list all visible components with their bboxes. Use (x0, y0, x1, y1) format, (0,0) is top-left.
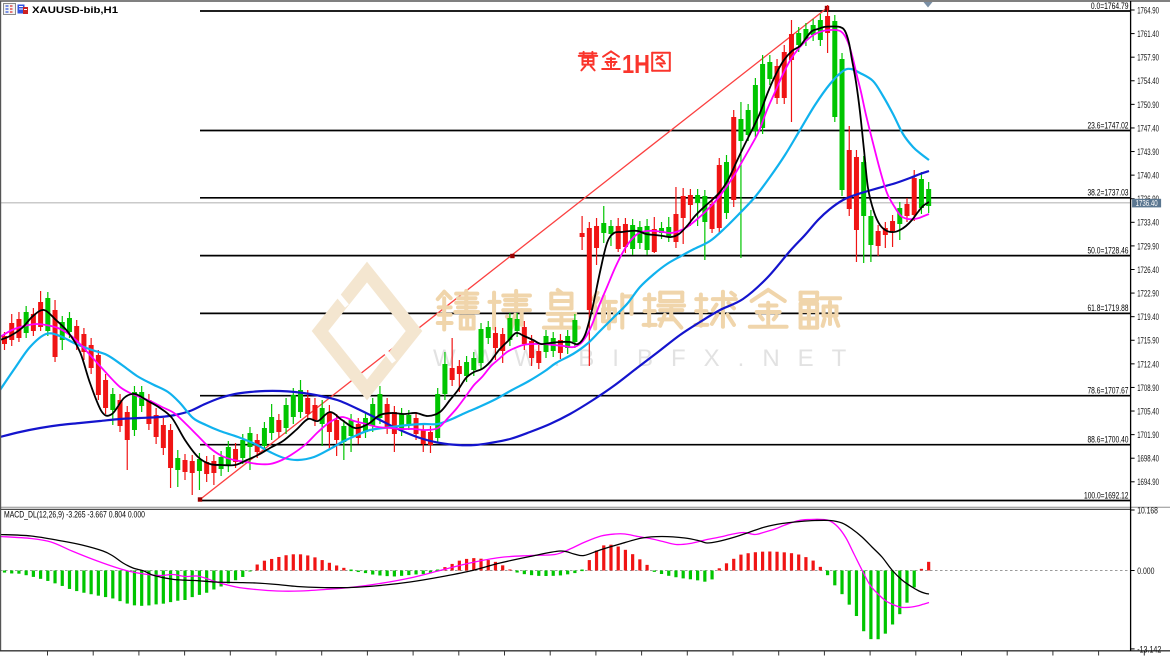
svg-text:1722.90: 1722.90 (1137, 288, 1159, 298)
svg-text:61.8=1719.88: 61.8=1719.88 (1087, 303, 1128, 313)
svg-text:10.168: 10.168 (1137, 505, 1158, 515)
svg-text:-13.142: -13.142 (1137, 644, 1161, 654)
svg-text:88.6=1700.40: 88.6=1700.40 (1087, 435, 1128, 445)
svg-text:23.6=1747.02: 23.6=1747.02 (1087, 120, 1128, 130)
svg-text:1708.90: 1708.90 (1137, 383, 1159, 393)
svg-text:1740.40: 1740.40 (1137, 171, 1159, 181)
svg-text:38.2=1737.03: 38.2=1737.03 (1087, 188, 1128, 198)
svg-text:50.0=1728.46: 50.0=1728.46 (1087, 245, 1128, 255)
svg-text:1705.40: 1705.40 (1137, 406, 1159, 416)
svg-text:1712.40: 1712.40 (1137, 359, 1159, 369)
svg-text:1715.90: 1715.90 (1137, 336, 1159, 346)
svg-text:1729.90: 1729.90 (1137, 241, 1159, 251)
svg-text:XAUUSD-bib,H1: XAUUSD-bib,H1 (32, 5, 118, 15)
svg-text:0.000: 0.000 (1137, 566, 1154, 576)
svg-text:1743.90: 1743.90 (1137, 147, 1159, 157)
svg-text:1764.90: 1764.90 (1137, 5, 1159, 15)
svg-text:1733.40: 1733.40 (1137, 218, 1159, 228)
svg-text:1761.40: 1761.40 (1137, 29, 1159, 39)
svg-text:100.0=1692.12: 100.0=1692.12 (1084, 490, 1129, 500)
svg-text:1757.90: 1757.90 (1137, 53, 1159, 63)
svg-text:0.0=1764.79: 0.0=1764.79 (1091, 1, 1129, 11)
svg-text:1754.40: 1754.40 (1137, 76, 1159, 86)
svg-text:1726.40: 1726.40 (1137, 265, 1159, 275)
svg-text:1694.90: 1694.90 (1137, 477, 1159, 487)
svg-text:78.6=1707.67: 78.6=1707.67 (1087, 386, 1128, 396)
svg-text:1750.90: 1750.90 (1137, 100, 1159, 110)
svg-text:1736.40: 1736.40 (1136, 199, 1159, 208)
svg-text:1H: 1H (622, 49, 650, 79)
svg-text:1719.40: 1719.40 (1137, 312, 1159, 322)
svg-text:1701.90: 1701.90 (1137, 430, 1159, 440)
svg-text:1698.40: 1698.40 (1137, 454, 1159, 464)
svg-text:1747.40: 1747.40 (1137, 123, 1159, 133)
svg-text:MACD_DL(12,26,9) -3.265 -3.667: MACD_DL(12,26,9) -3.265 -3.667 0.804 0.0… (4, 509, 145, 519)
